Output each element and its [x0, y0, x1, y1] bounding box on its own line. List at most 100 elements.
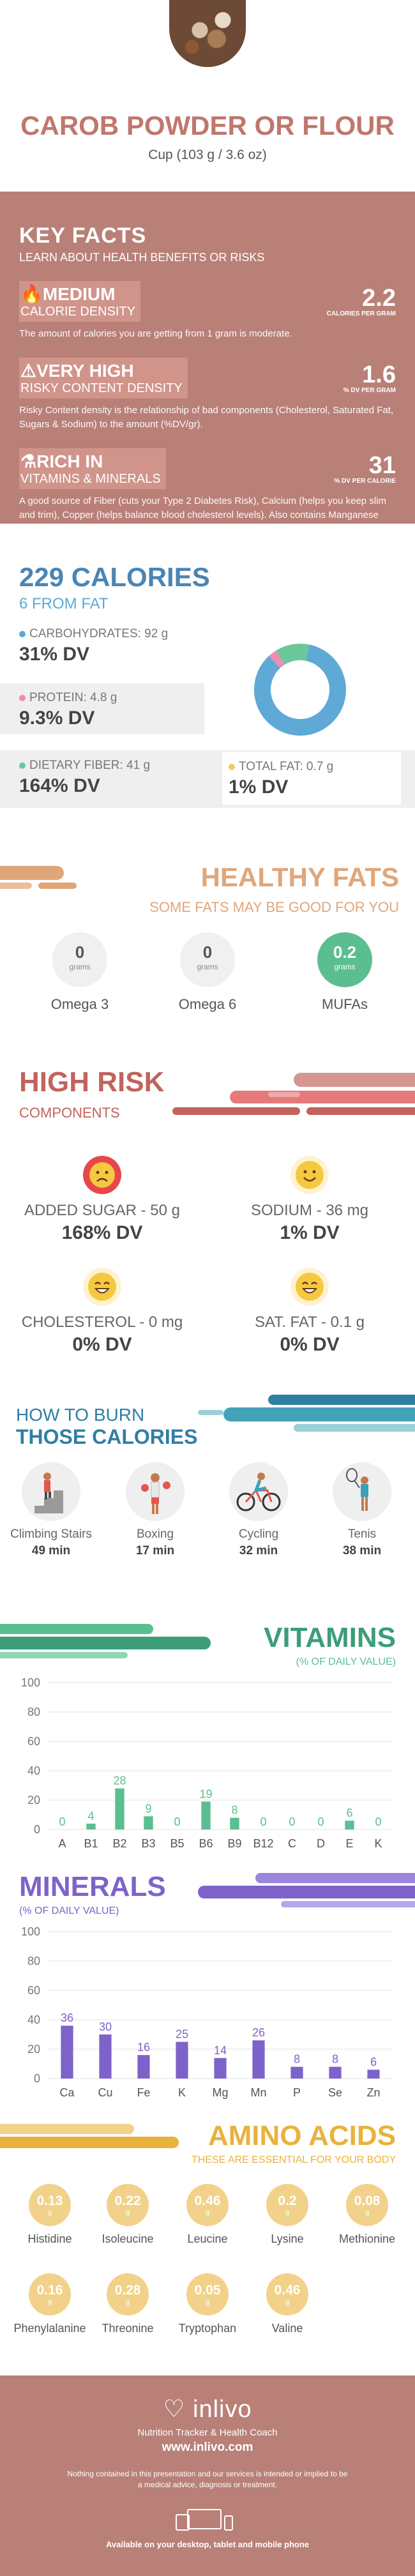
high-risk-title: HIGH RISK: [19, 1066, 165, 1098]
carbs-label: CARBOHYDRATES: 92 g: [29, 627, 169, 640]
minerals-value-label: 25: [176, 2028, 188, 2041]
amino-value-circle: 0.08 g: [346, 2184, 388, 2226]
warning-icon: ⚠: [20, 361, 37, 381]
minerals-value-label: 16: [137, 2041, 150, 2054]
amino-value-circle: 0.22 g: [107, 2184, 149, 2226]
happy-face-icon: [290, 1156, 329, 1194]
disclaimer: Nothing contained in this presentation a…: [67, 2469, 348, 2489]
amino-value-circle: 0.05 g: [186, 2273, 229, 2315]
burn-cycling: Cycling 32 min: [211, 1462, 306, 1558]
carbs-dv: 31% DV: [19, 644, 90, 665]
website-link[interactable]: www.inlivo.com: [162, 2441, 253, 2454]
minerals-value-label: 36: [61, 2012, 73, 2024]
vitamins-x-tick-label: E: [345, 1837, 353, 1850]
amino-name: Isoleucine: [102, 2232, 154, 2245]
minerals-x-tick-label: P: [293, 2086, 301, 2099]
vitamins-value-label: 4: [87, 1810, 94, 1822]
vitamins-value-label: 0: [375, 1815, 381, 1828]
high-risk-section: HIGH RISK COMPONENTS ADDED SUGAR - 50 g …: [0, 1054, 415, 1386]
fat-value-circle: 0 grams: [52, 932, 107, 987]
vitamins-subtitle: (% OF DAILY VALUE): [296, 1656, 396, 1667]
minerals-x-tick-label: Zn: [366, 2086, 380, 2099]
macro-donut-chart: [254, 644, 346, 736]
fact-description: Risky Content density is the relationshi…: [19, 405, 394, 430]
amino-threonine: 0.28 g Threonine: [89, 2273, 166, 2335]
fact-name: VITAMINS & MINERALS: [20, 472, 161, 486]
vitamins-value-label: 0: [260, 1815, 266, 1828]
minerals-value-label: 6: [370, 2056, 377, 2068]
amino-value-circle: 0.16 g: [29, 2273, 71, 2315]
vitamins-bar-B2: [115, 1788, 124, 1830]
minerals-section: MINERALS (% OF DAILY VALUE) 0 20 40 60 80 100…: [0, 1865, 415, 2114]
minerals-y-tick-label: 20: [27, 2043, 40, 2056]
risk-dv: 1% DV: [280, 1222, 340, 1243]
amino-name: Leucine: [187, 2232, 228, 2245]
burn-minutes: 32 min: [239, 1544, 278, 1557]
heart-icon: ♡: [163, 2396, 186, 2423]
devices-icon: [0, 2508, 415, 2534]
vitamins-x-tick-label: B2: [112, 1837, 126, 1850]
burn-calories-section: HOW TO BURN THOSE CALORIES Climbing Stai…: [0, 1386, 415, 1616]
vitamins-y-tick-label: 40: [27, 1764, 40, 1777]
vitamins-x-tick-label: K: [374, 1837, 382, 1850]
minerals-value-label: 30: [99, 2020, 112, 2033]
vitamins-x-tick-label: B3: [141, 1837, 155, 1850]
vitamins-bar-B9: [230, 1817, 239, 1830]
minerals-x-tick-label: Mg: [212, 2086, 228, 2099]
fiber-dv: 164% DV: [19, 775, 100, 796]
calories-section: 229 CALORIES 6 FROM FAT CARBOHYDRATES: 9…: [0, 524, 415, 856]
amino-name: Lysine: [271, 2232, 304, 2245]
vitamins-x-tick-label: A: [58, 1837, 66, 1850]
amino-lysine: 0.2 g Lysine: [249, 2184, 326, 2246]
fact-value: 2.2: [362, 285, 396, 312]
vitamins-y-tick-label: 100: [21, 1676, 40, 1689]
minerals-value-label: 14: [214, 2044, 227, 2057]
minerals-x-tick-label: Ca: [59, 2086, 75, 2099]
vitamins-title: VITAMINS: [264, 1622, 396, 1653]
key-facts-section: KEY FACTS LEARN ABOUT HEALTH BENEFITS OR…: [0, 192, 415, 534]
burn-label: Climbing Stairs: [10, 1527, 92, 1541]
vitamins-value-label: 0: [174, 1815, 180, 1828]
decorative-stripes: [172, 1073, 415, 1115]
risk-label: SAT. FAT - 0.1 g: [254, 1314, 365, 1331]
fat-value-circle: 0 grams: [180, 932, 235, 987]
risk-sodium: SODIUM - 36 mg 1% DV: [217, 1156, 402, 1244]
fiber-dot-icon: [19, 762, 26, 769]
vitamins-value-label: 9: [145, 1802, 151, 1815]
fact-calorie-density: 🔥MEDIUM CALORIE DENSITY 2.2 CALORIES PER…: [19, 281, 396, 341]
fact-level: 🔥MEDIUM: [20, 284, 116, 304]
happy-face-icon: [83, 1268, 121, 1306]
amino-name: Valine: [271, 2322, 303, 2335]
fiber-label: DIETARY FIBER: 41 g: [29, 759, 151, 772]
vitamins-x-tick-label: C: [288, 1837, 296, 1850]
vitamins-bar-B3: [144, 1816, 153, 1830]
cycling-icon: [229, 1462, 288, 1521]
amino-tryptophan: 0.05 g Tryptophan: [169, 2273, 246, 2335]
brand-logo[interactable]: ♡ inlivo: [163, 2396, 252, 2423]
minerals-bar-Ca: [61, 2026, 73, 2079]
vitamins-bar-E: [345, 1821, 354, 1830]
risk-dv: 168% DV: [61, 1222, 143, 1243]
minerals-title: MINERALS: [19, 1871, 166, 1902]
fat-name: Omega 6: [178, 996, 237, 1012]
burn-label: Boxing: [136, 1527, 174, 1541]
fact-tag: ⚠VERY HIGH RISKY CONTENT DENSITY: [19, 358, 188, 398]
donut-carbs-slice: [254, 644, 346, 736]
carbs-dot-icon: [19, 630, 26, 637]
minerals-y-tick-label: 60: [27, 1984, 40, 1997]
vitamins-x-tick-label: B5: [170, 1837, 184, 1850]
healthy-fats-subtitle: SOME FATS MAY BE GOOD FOR YOU: [149, 899, 399, 915]
burn-minutes: 49 min: [31, 1544, 71, 1557]
minerals-value-label: 8: [294, 2053, 300, 2066]
minerals-y-tick-label: 80: [27, 1955, 40, 1967]
minerals-x-tick-label: Mn: [250, 2086, 266, 2099]
protein-dv: 9.3% DV: [19, 708, 95, 729]
vitamins-x-tick-label: D: [317, 1837, 325, 1850]
page-title: CAROB POWDER OR FLOUR: [20, 110, 395, 140]
burn-minutes: 38 min: [342, 1544, 382, 1557]
burn-tennis: Tenis 38 min: [314, 1462, 410, 1558]
calories-subtitle: 6 FROM FAT: [19, 595, 109, 612]
minerals-bar-Se: [329, 2066, 342, 2079]
minerals-bar-Mn: [252, 2040, 265, 2079]
fact-name: CALORIE DENSITY: [20, 305, 136, 319]
